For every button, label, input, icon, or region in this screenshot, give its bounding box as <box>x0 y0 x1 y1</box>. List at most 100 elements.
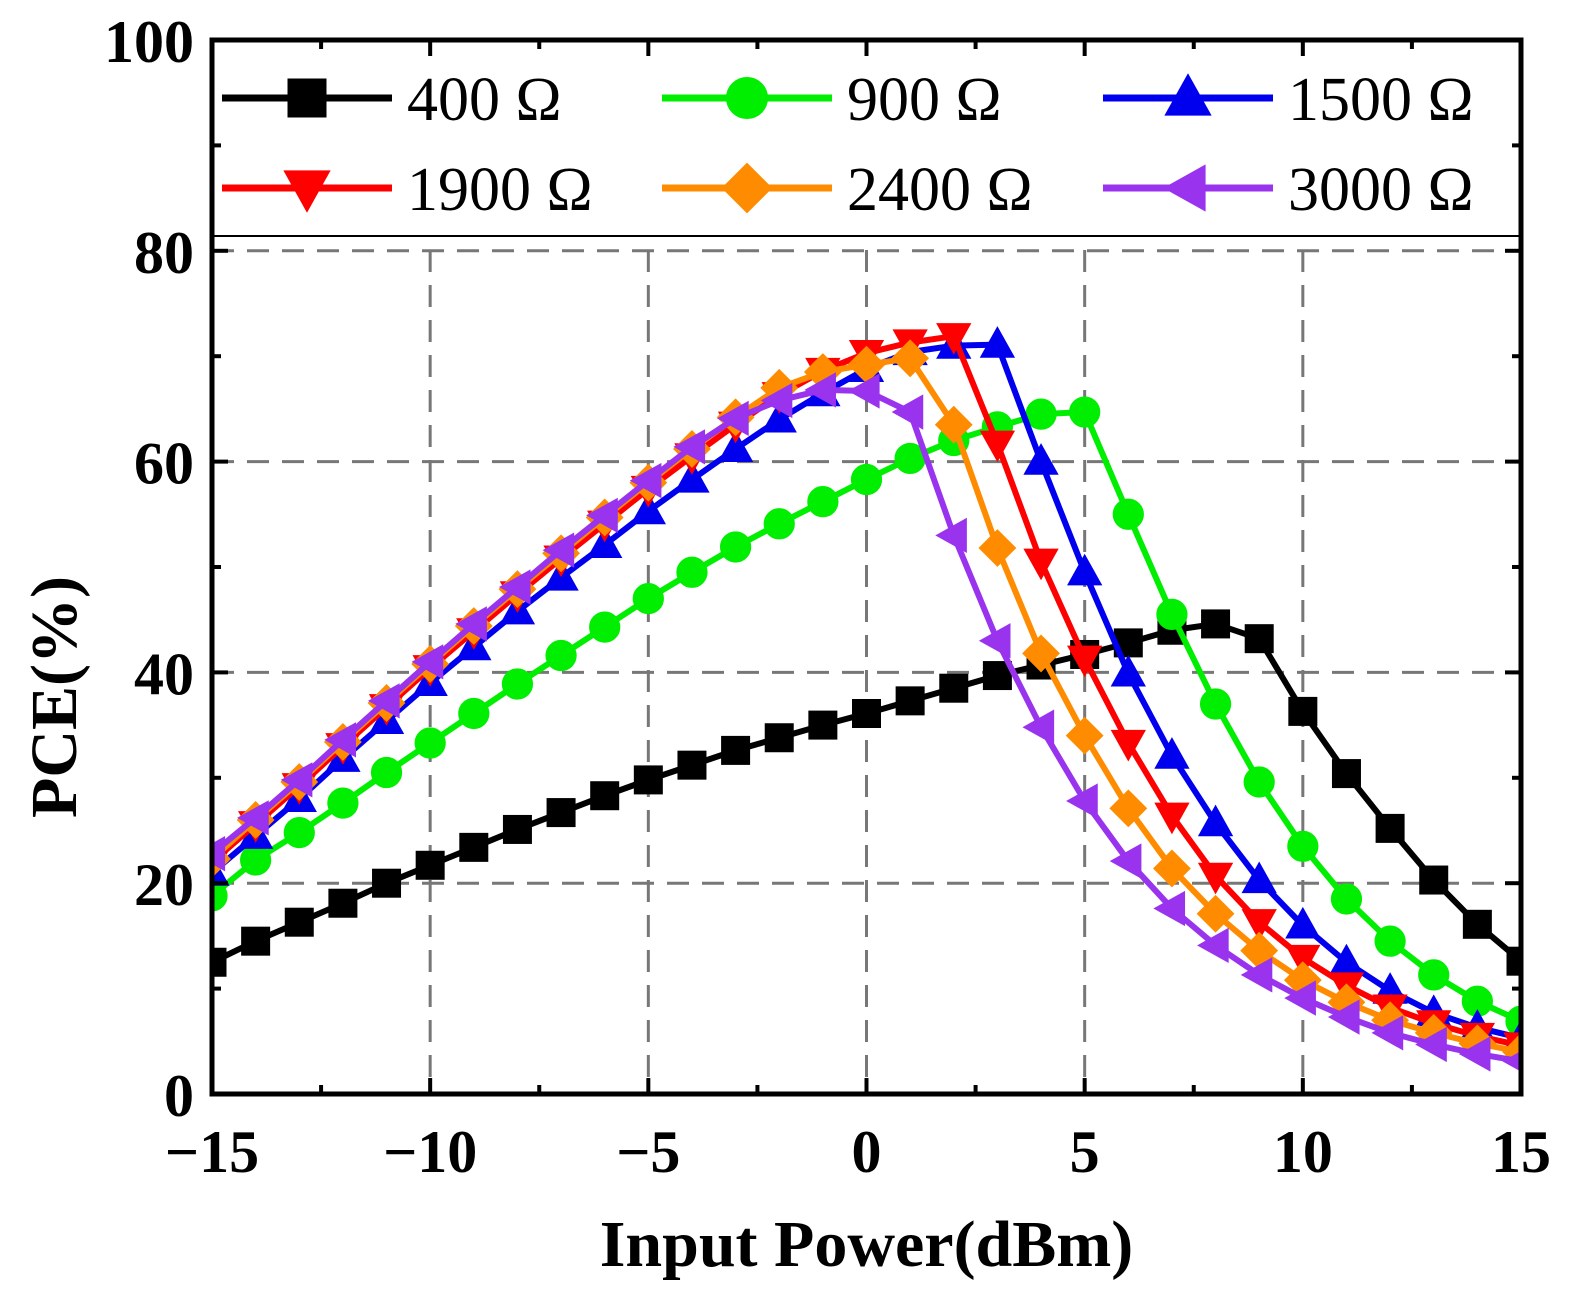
data-point <box>1201 609 1231 639</box>
x-tick-label: 10 <box>1273 1119 1333 1185</box>
data-point <box>589 611 621 643</box>
data-point <box>1244 624 1274 654</box>
data-point <box>717 430 754 463</box>
data-point <box>1067 553 1103 586</box>
series-0 <box>212 609 1521 977</box>
legend-label: 1900 Ω <box>407 156 593 224</box>
legend-label: 900 Ω <box>847 66 1002 134</box>
data-point <box>763 508 795 540</box>
data-point <box>1331 759 1361 789</box>
data-point <box>895 686 925 716</box>
x-tick-label: −15 <box>165 1119 259 1185</box>
data-point <box>1197 927 1229 964</box>
data-point <box>542 532 575 568</box>
data-point <box>284 907 314 937</box>
data-point <box>1287 830 1319 862</box>
data-point <box>1285 906 1321 939</box>
data-point <box>1458 1036 1491 1072</box>
data-point <box>241 926 271 956</box>
data-point <box>1199 688 1232 720</box>
data-point <box>1462 909 1492 939</box>
data-point <box>1375 813 1405 843</box>
data-point <box>368 683 400 719</box>
y-axis-title: PCE(%) <box>18 576 91 818</box>
legend-marker <box>725 76 769 120</box>
x-tick-label: −10 <box>383 1119 477 1185</box>
data-point <box>411 644 444 680</box>
data-point <box>804 372 836 408</box>
data-point <box>807 486 839 518</box>
y-tick-label: 40 <box>134 641 194 707</box>
data-point <box>587 526 623 558</box>
data-point <box>1418 959 1450 991</box>
data-point <box>676 556 708 588</box>
data-point <box>1022 634 1060 673</box>
data-point <box>1069 396 1101 428</box>
legend-background <box>212 40 1521 236</box>
x-tick-label: −5 <box>616 1119 680 1185</box>
data-point <box>1284 980 1316 1016</box>
data-point <box>847 373 880 409</box>
data-point <box>283 816 315 849</box>
data-point <box>721 735 751 765</box>
data-point <box>761 400 797 433</box>
legend-marker <box>1164 73 1212 116</box>
x-tick-label: 5 <box>1070 1119 1100 1185</box>
legend-entry: 3000 Ω <box>1103 156 1474 224</box>
data-point <box>982 661 1012 691</box>
legend-entry: 2400 Ω <box>662 156 1033 224</box>
data-point <box>1109 789 1148 828</box>
data-point <box>936 323 972 355</box>
data-point <box>1110 729 1146 762</box>
data-point <box>1197 804 1234 837</box>
data-point <box>1330 883 1363 915</box>
data-point <box>498 569 531 605</box>
y-tick-label: 80 <box>134 220 194 286</box>
data-point <box>1374 925 1406 957</box>
data-point <box>370 756 403 789</box>
legend-label: 400 Ω <box>407 66 562 134</box>
data-point <box>1419 865 1449 895</box>
data-point <box>372 868 402 898</box>
data-point <box>891 339 930 378</box>
data-point <box>891 394 924 430</box>
data-point <box>633 765 663 795</box>
data-point <box>939 673 969 703</box>
data-point <box>212 836 226 872</box>
data-point <box>1067 645 1103 678</box>
data-point <box>852 699 881 729</box>
data-point <box>850 463 883 496</box>
legend-marker <box>283 170 331 213</box>
y-tick-label: 100 <box>104 9 194 75</box>
data-point <box>1065 716 1104 755</box>
data-point <box>414 727 446 759</box>
data-point <box>1109 843 1142 879</box>
data-point <box>546 798 576 828</box>
data-point <box>760 382 793 419</box>
data-point <box>1153 849 1191 888</box>
legend-entry: 1900 Ω <box>222 156 593 224</box>
data-point <box>1415 1026 1447 1063</box>
y-tick-label: 0 <box>164 1063 194 1129</box>
data-point <box>1241 909 1277 941</box>
x-tick-label: 0 <box>852 1119 882 1185</box>
data-point <box>1240 957 1273 993</box>
data-point <box>1506 946 1521 976</box>
y-tick-label: 20 <box>134 852 194 918</box>
y-tick-label: 60 <box>134 431 194 497</box>
series-1 <box>212 396 1521 1037</box>
data-point <box>1288 696 1318 726</box>
x-axis-title: Input Power(dBm) <box>600 1208 1134 1281</box>
data-point <box>237 800 269 836</box>
data-point <box>673 429 706 465</box>
data-point <box>590 781 620 811</box>
data-point <box>1023 548 1059 581</box>
x-tick-label: 15 <box>1491 1119 1551 1185</box>
data-point <box>979 430 1016 463</box>
data-point <box>280 762 313 798</box>
data-point <box>1066 783 1098 819</box>
data-point <box>978 623 1011 659</box>
data-point <box>808 710 838 740</box>
axes: −15 −10 −5 0 5 10 15 0 20 40 60 80 100 <box>104 9 1551 1185</box>
